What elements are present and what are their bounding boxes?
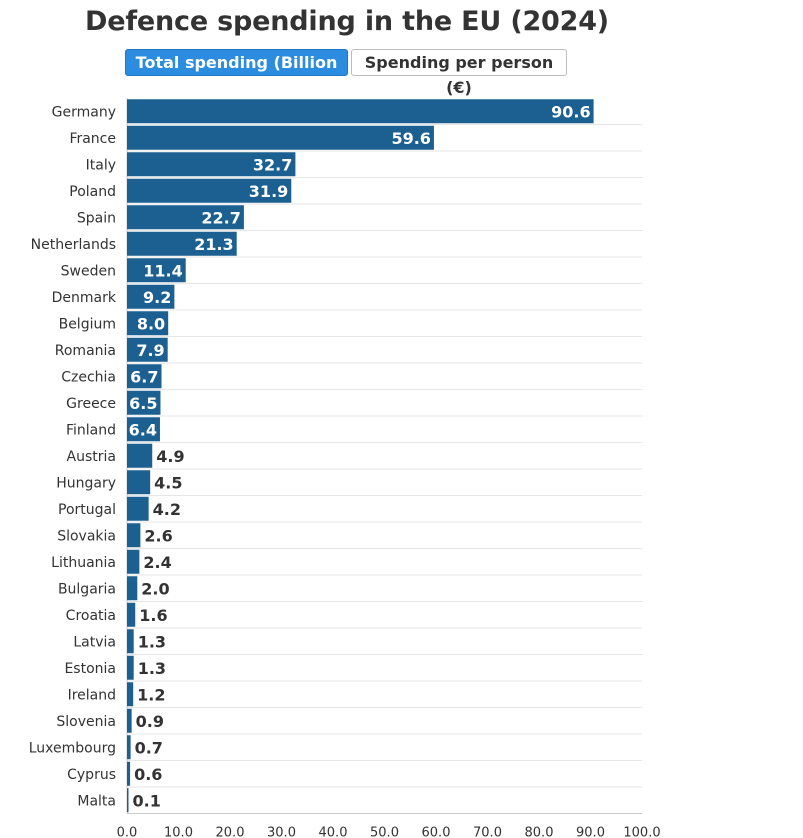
value-label: 1.3 — [138, 659, 166, 678]
value-label: 32.7 — [253, 155, 292, 174]
category-label: Luxembourg — [29, 740, 116, 756]
value-label: 4.9 — [156, 447, 184, 466]
bar[interactable] — [127, 178, 292, 203]
category-label: Finland — [66, 422, 116, 438]
category-label: Germany — [52, 104, 116, 120]
total-spending-toggle[interactable]: Total spending (Billion €) — [125, 49, 348, 97]
value-label: 8.0 — [137, 314, 165, 333]
bar[interactable] — [127, 761, 131, 786]
value-label: 11.4 — [143, 261, 182, 280]
category-label: Bulgaria — [58, 581, 116, 597]
bar[interactable] — [127, 443, 153, 468]
value-label: 6.7 — [130, 367, 158, 386]
category-label: Greece — [66, 396, 116, 412]
x-tick-label: 20.0 — [216, 826, 245, 838]
bar[interactable] — [127, 655, 134, 680]
x-tick-label: 0.0 — [117, 826, 138, 838]
bar[interactable] — [127, 788, 129, 813]
value-label: 2.6 — [144, 526, 172, 545]
category-label: Malta — [77, 793, 116, 809]
value-label: 2.4 — [143, 553, 171, 572]
category-label: Lithuania — [51, 555, 116, 571]
bar[interactable] — [127, 708, 132, 733]
bar[interactable] — [127, 258, 186, 283]
x-tick-label: 100.0 — [623, 826, 660, 838]
x-tick-label: 80.0 — [525, 826, 554, 838]
value-label: 9.2 — [143, 288, 171, 307]
value-label: 0.7 — [135, 738, 163, 757]
value-label: 6.5 — [129, 394, 157, 413]
category-label: Belgium — [59, 316, 116, 332]
category-label: Slovakia — [57, 528, 116, 544]
bar[interactable] — [127, 311, 169, 336]
bar[interactable] — [127, 602, 136, 627]
bar[interactable] — [127, 390, 161, 415]
bar[interactable] — [127, 549, 140, 574]
category-label: Italy — [86, 157, 116, 173]
x-tick-label: 90.0 — [576, 826, 605, 838]
x-tick-label: 40.0 — [319, 826, 348, 838]
category-label: Romania — [55, 343, 116, 359]
bar[interactable] — [127, 364, 162, 389]
value-label: 1.2 — [137, 685, 165, 704]
value-label: 90.6 — [551, 102, 590, 121]
category-label: Denmark — [52, 290, 117, 306]
bar[interactable] — [127, 576, 138, 601]
value-label: 21.3 — [194, 235, 233, 254]
value-label: 4.2 — [153, 500, 181, 519]
category-label: Estonia — [64, 661, 116, 677]
per-person-toggle[interactable]: Spending per person (€) — [351, 49, 567, 97]
bar[interactable] — [127, 125, 434, 150]
value-label: 31.9 — [249, 182, 288, 201]
bar[interactable] — [127, 337, 168, 362]
bar[interactable] — [127, 735, 131, 760]
category-label: Ireland — [68, 687, 116, 703]
bar[interactable] — [127, 629, 134, 654]
category-label: Hungary — [56, 475, 116, 491]
x-tick-label: 70.0 — [473, 826, 502, 838]
bar[interactable] — [127, 496, 149, 521]
bar[interactable] — [127, 470, 151, 495]
category-label: Czechia — [61, 369, 116, 385]
x-tick-label: 60.0 — [422, 826, 451, 838]
bar[interactable] — [127, 99, 594, 124]
x-tick-label: 50.0 — [370, 826, 399, 838]
category-label: Cyprus — [67, 767, 116, 783]
category-label: Sweden — [61, 263, 116, 279]
value-label: 4.5 — [154, 473, 182, 492]
bar[interactable] — [127, 284, 175, 309]
bar[interactable] — [127, 231, 237, 256]
category-label: Portugal — [58, 502, 116, 518]
category-label: Spain — [77, 210, 116, 226]
category-label: Latvia — [73, 634, 116, 650]
category-label: Austria — [67, 449, 116, 465]
bar[interactable] — [127, 152, 296, 177]
x-tick-label: 10.0 — [164, 826, 193, 838]
value-label: 2.0 — [141, 579, 169, 598]
value-label: 59.6 — [391, 129, 430, 148]
category-label: Netherlands — [31, 237, 116, 253]
category-label: Poland — [69, 184, 116, 200]
x-tick-label: 30.0 — [267, 826, 296, 838]
value-label: 7.9 — [136, 341, 164, 360]
value-label: 0.1 — [133, 791, 161, 810]
value-label: 0.6 — [134, 765, 162, 784]
value-label: 1.3 — [138, 632, 166, 651]
category-label: France — [69, 131, 116, 147]
value-label: 22.7 — [201, 208, 240, 227]
bar[interactable] — [127, 417, 160, 442]
chart-title: Defence spending in the EU (2024) — [85, 6, 609, 37]
value-label: 0.9 — [136, 712, 164, 731]
value-label: 6.4 — [129, 420, 157, 439]
bar[interactable] — [127, 205, 244, 230]
bar[interactable] — [127, 523, 141, 548]
bar[interactable] — [127, 682, 134, 707]
category-label: Croatia — [66, 608, 116, 624]
category-label: Slovenia — [56, 714, 116, 730]
value-label: 1.6 — [139, 606, 167, 625]
